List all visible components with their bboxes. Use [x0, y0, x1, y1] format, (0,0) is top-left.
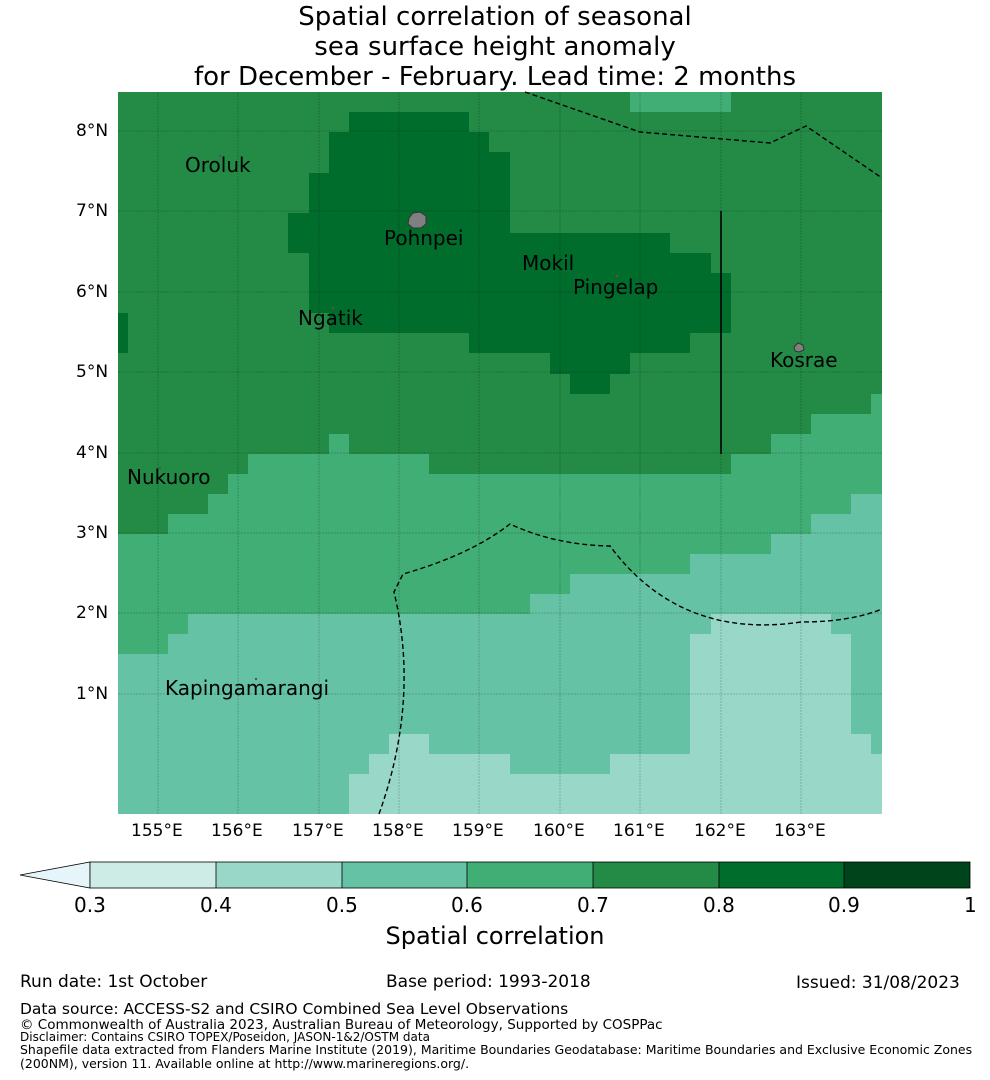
- place-label-pohnpei: Pohnpei: [384, 226, 464, 250]
- issued-date: Issued: 31/08/2023: [796, 973, 960, 993]
- place-label-oroluk: Oroluk: [185, 153, 251, 177]
- colorbar-segment-0.6: [467, 862, 593, 888]
- lon-label: 158°E: [372, 821, 424, 841]
- lon-label: 156°E: [211, 821, 263, 841]
- colorbar-segment-0.4: [216, 862, 342, 888]
- colorbar-tick: 0.6: [451, 893, 483, 917]
- lat-label: 8°N: [76, 121, 109, 141]
- colorbar-segment-0.8: [719, 862, 844, 888]
- lon-label: 155°E: [131, 821, 183, 841]
- lon-label: 157°E: [292, 821, 344, 841]
- lon-label: 163°E: [774, 821, 826, 841]
- ngatik-island-icon: [331, 306, 335, 310]
- colorbar-tick: 0.5: [326, 893, 358, 917]
- lat-label: 7°N: [76, 201, 109, 221]
- colorbar-under-triangle: [19, 861, 91, 889]
- gridlines: [118, 92, 882, 814]
- kosrae-island-icon: [793, 342, 805, 353]
- lon-label: 160°E: [533, 821, 585, 841]
- lat-label: 3°N: [76, 523, 109, 543]
- lon-label: 161°E: [613, 821, 665, 841]
- strip-0.6-0.7: [630, 92, 731, 112]
- place-label-kapingamarangi: Kapingamarangi: [165, 676, 330, 700]
- lat-label: 6°N: [76, 282, 109, 302]
- base-period: Base period: 1993-2018: [386, 972, 591, 992]
- copyright: © Commonwealth of Australia 2023, Austra…: [20, 1017, 663, 1033]
- colorbar-tick: 0.8: [703, 893, 735, 917]
- lat-label: 5°N: [76, 362, 109, 382]
- colorbar-tick: 0.7: [577, 893, 609, 917]
- place-label-nukuoro: Nukuoro: [127, 465, 211, 489]
- eez-boundaries: [378, 91, 883, 815]
- nukuoro-island-icon: [158, 466, 162, 470]
- oroluk-island-icon: [218, 154, 222, 158]
- kapingamarangi-island-icon: [254, 677, 258, 681]
- colorbar-segment-0.9: [844, 862, 970, 888]
- eez-boundary-south: [378, 523, 883, 815]
- title-line-2: sea surface height anomaly: [314, 32, 676, 62]
- place-label-pingelap: Pingelap: [573, 275, 659, 299]
- colorbar: [19, 861, 971, 889]
- place-label-ngatik: Ngatik: [298, 306, 363, 330]
- colorbar-tick: 0.9: [828, 893, 860, 917]
- chart-title: Spatial correlation of seasonal sea surf…: [0, 2, 990, 92]
- region-0.8-0.9-edge: [118, 313, 128, 353]
- colorbar-segment-0.5: [342, 862, 467, 888]
- colorbar-label: Spatial correlation: [385, 922, 605, 950]
- colorbar-tick: 0.4: [200, 893, 232, 917]
- title-line-3: for December - February. Lead time: 2 mo…: [193, 62, 796, 92]
- colorbar-frame: [89, 861, 971, 889]
- lat-label: 4°N: [76, 443, 109, 463]
- run-date: Run date: 1st October: [20, 972, 208, 992]
- place-label-kosrae: Kosrae: [770, 348, 838, 372]
- place-label-mokil: Mokil: [522, 251, 575, 275]
- shapefile-credit-line-1: Shapefile data extracted from Flanders M…: [20, 1042, 973, 1057]
- pingelap-island-icon: [615, 274, 619, 278]
- lat-label: 1°N: [76, 684, 109, 704]
- correlation-map: [19, 91, 971, 889]
- colorbar-segment-0.3: [90, 862, 216, 888]
- colorbar-segment-0.7: [593, 862, 719, 888]
- lon-label: 162°E: [694, 821, 746, 841]
- lon-label: 159°E: [452, 821, 504, 841]
- disclaimer: Disclaimer: Contains CSIRO TOPEX/Poseido…: [20, 1030, 430, 1044]
- eez-boundary-north: [524, 91, 883, 179]
- title-line-1: Spatial correlation of seasonal: [298, 2, 692, 32]
- colorbar-tick: 1: [964, 893, 977, 917]
- shapefile-credit-line-2: (200NM), version 11. Available online at…: [20, 1056, 470, 1071]
- mokil-island-icon: [534, 254, 538, 258]
- lat-label: 2°N: [76, 603, 109, 623]
- region-0.8-0.9: [288, 112, 731, 394]
- pohnpei-island-icon: [407, 211, 427, 229]
- region-0.4-0.5: [349, 614, 882, 814]
- data-source: Data source: ACCESS-S2 and CSIRO Combine…: [20, 1000, 569, 1018]
- colorbar-tick: 0.3: [74, 893, 106, 917]
